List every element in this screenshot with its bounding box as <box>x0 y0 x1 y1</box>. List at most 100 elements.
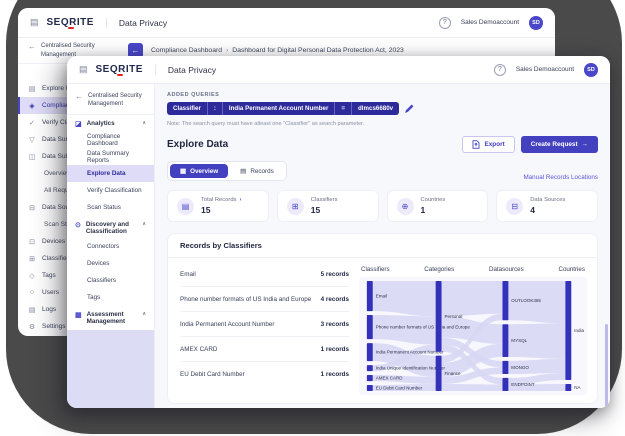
globe-icon: ⊕ <box>396 197 414 215</box>
chevron-up-icon: ∧ <box>142 221 146 228</box>
sidebar-item-tags[interactable]: ◇ Tags <box>29 272 56 280</box>
sidebar-item-data-summary[interactable]: ▽ Data Summary <box>29 136 86 144</box>
avatar[interactable]: SD <box>584 62 598 77</box>
front-app-header: ▤ SEQRITE Data Privacy ? Sales Demoaccou… <box>67 56 610 84</box>
breadcrumb-item-current: Dashboard for Digital Personal Data Prot… <box>232 47 404 54</box>
sankey-flow <box>372 343 436 377</box>
chip-value: India Permanent Account Number <box>221 102 334 115</box>
stat-value: 15 <box>310 205 321 215</box>
query-chip[interactable]: Classifier : India Permanent Account Num… <box>167 102 400 115</box>
sidebar-item-verify-classification[interactable]: Verify Classification <box>87 187 142 195</box>
sankey-node-label: MONGO <box>511 365 529 370</box>
sankey-node[interactable] <box>366 280 373 312</box>
sidebar-collapse-icon[interactable]: ▤ <box>79 64 88 74</box>
sidebar-item-all-requests[interactable]: All Requests <box>44 187 81 194</box>
back-arrow-icon[interactable]: ← <box>28 42 36 52</box>
help-icon[interactable]: ? <box>493 63 506 76</box>
product-name: Data Privacy <box>105 17 167 28</box>
sankey-node-label: Phone number formats of US India and Eur… <box>376 325 471 330</box>
create-request-button[interactable]: Create Request → <box>520 136 598 153</box>
sankey-flow <box>508 372 566 385</box>
edit-pencil-icon[interactable] <box>405 104 414 113</box>
query-note: Note: The search query must have atleast… <box>167 121 365 127</box>
sankey-node[interactable] <box>502 360 509 374</box>
sidebar-item-data-summary-reports[interactable]: Data Summary Reports <box>87 149 129 164</box>
sidebar-group-discovery[interactable]: ⊙ Discovery and Classification ∧ <box>75 221 146 236</box>
sankey-node[interactable] <box>366 385 373 392</box>
account-name[interactable]: Sales Demoaccount <box>460 19 519 26</box>
sidebar-item-tags[interactable]: Tags <box>87 294 101 302</box>
sankey-node[interactable] <box>565 280 572 381</box>
stat-card-total-records[interactable]: ▤ Total Records › 15 <box>167 190 269 222</box>
sidebar-item-devices[interactable]: Devices <box>87 260 110 268</box>
sankey-chart: Email Phone number formats of US India an… <box>359 277 587 395</box>
front-window: ▤ SEQRITE Data Privacy ? Sales Demoaccou… <box>67 56 610 408</box>
sidebar-item-classifiers[interactable]: Classifiers <box>87 277 117 285</box>
chevron-right-icon[interactable]: › <box>239 197 242 203</box>
stat-value: 1 <box>420 205 426 215</box>
sidebar-item-data-sources[interactable]: ⊟ Data Sources <box>29 204 82 212</box>
seqrite-logo: SEQRITE <box>46 17 94 29</box>
sidebar-item-logs[interactable]: ▤ Logs <box>28 306 57 314</box>
sidebar-item-compliance-dashboard[interactable]: Compliance Dashboard <box>87 132 121 147</box>
sidebar-collapse-icon[interactable]: ▤ <box>30 17 39 27</box>
table-row[interactable]: India Permanent Account Number 3 records <box>180 312 349 337</box>
sidebar-item-users[interactable]: ○ Users <box>29 289 59 296</box>
sidebar-item-overview[interactable]: Overview <box>44 170 72 177</box>
stat-card-classifiers[interactable]: ⊞ Classifiers 15 <box>276 190 379 222</box>
sankey-node-label: NA <box>574 385 580 390</box>
sankey-flow <box>372 280 436 317</box>
stat-card-countries[interactable]: ⊕ Countries 1 <box>386 190 489 222</box>
avatar[interactable]: SD <box>529 15 543 30</box>
table-row[interactable]: EU Debit Card Number 1 records <box>180 371 349 378</box>
csm-label[interactable]: Centralised Security Management <box>41 43 95 58</box>
breadcrumb-back-button[interactable]: ← <box>128 43 143 58</box>
logo-red-accent <box>117 74 124 76</box>
sankey-node[interactable] <box>435 355 442 392</box>
product-name: Data Privacy <box>154 64 216 75</box>
table-row[interactable]: Phone number formats of US India and Eur… <box>180 287 349 312</box>
sankey-node[interactable] <box>502 377 509 392</box>
table-row[interactable]: Email 5 records <box>180 262 349 287</box>
csm-back-row[interactable]: ← Centralised Security Management <box>67 84 154 116</box>
manual-records-locations-link[interactable]: Manual Records Locations <box>523 174 598 181</box>
sidebar-item-explore-data[interactable]: ▤ Explore Data <box>28 85 80 93</box>
sidebar-item-scan-status[interactable]: Scan Status <box>44 221 80 228</box>
sidebar-group-analytics[interactable]: ◪ Analytics ∧ <box>75 120 146 129</box>
sankey-node[interactable] <box>502 280 509 321</box>
gear-icon: ⚙ <box>28 323 36 331</box>
sidebar-item-explore-data[interactable]: Explore Data <box>67 165 154 183</box>
sidebar-item-scan-status[interactable]: Scan Status <box>87 204 121 212</box>
sidebar-item-devices[interactable]: ⊡ Devices <box>29 238 66 246</box>
sidebar-footer-panel <box>67 330 154 408</box>
sankey-node[interactable] <box>366 343 373 362</box>
back-arrow-icon[interactable]: ← <box>75 92 83 101</box>
table-row[interactable]: AMEX CARD 1 records <box>180 337 349 362</box>
sidebar-item-data-subjects[interactable]: ◫ Data Subjects <box>28 153 83 161</box>
sankey-node[interactable] <box>565 383 572 392</box>
sidebar-group-assessment[interactable]: ▦ Assessment Management ∧ <box>75 311 146 326</box>
vertical-scrollbar[interactable] <box>605 324 608 408</box>
tab-records[interactable]: ▤ Records <box>240 167 274 176</box>
compliance-icon: ◈ <box>29 102 35 110</box>
sidebar-item-connectors[interactable]: Connectors <box>87 243 120 251</box>
stat-card-data-sources[interactable]: ⊟ Data Sources 4 <box>496 190 598 222</box>
breadcrumb-item[interactable]: Compliance Dashboard <box>151 47 223 54</box>
help-icon[interactable]: ? <box>438 16 451 29</box>
sidebar-item-settings[interactable]: ⚙ Settings <box>28 323 66 331</box>
sankey-flow <box>441 313 503 363</box>
export-button[interactable]: Export <box>462 136 515 153</box>
sankey-node[interactable] <box>366 375 373 382</box>
account-name[interactable]: Sales Demoaccount <box>515 66 574 73</box>
sankey-node[interactable] <box>366 315 373 340</box>
card-title: Records by Classifiers <box>168 234 597 258</box>
sankey-node[interactable] <box>435 280 442 352</box>
stat-value: 15 <box>201 205 211 215</box>
tab-overview[interactable]: ▦ Overview <box>170 164 229 178</box>
sidebar-item-classifiers[interactable]: ⊞ Classifiers <box>29 255 72 263</box>
sankey-node[interactable] <box>502 324 509 357</box>
seqrite-logo: SEQRITE <box>95 64 143 76</box>
sankey-node[interactable] <box>366 365 373 372</box>
filter-icon: ▽ <box>29 136 35 144</box>
